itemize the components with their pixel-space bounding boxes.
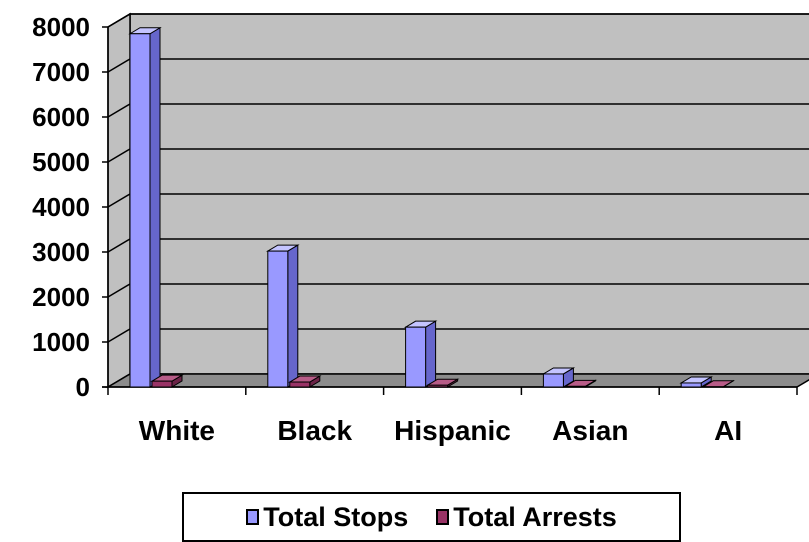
bar-total-stops-white [128, 26, 162, 388]
legend-label-total-stops: Total Stops [263, 501, 409, 532]
y-axis-tick-labels: 0 1000 2000 3000 4000 5000 6000 7000 8000 [32, 12, 90, 402]
bar-total-arrests-hispanic-front [427, 384, 449, 388]
x-tick-label: Hispanic [394, 415, 511, 446]
bar-total-arrests-black [287, 375, 322, 388]
legend-item-total-arrests: Total Arrests [436, 502, 617, 533]
bar-total-stops-hispanic-front [405, 326, 427, 388]
legend-label-total-arrests: Total Arrests [453, 501, 617, 532]
y-tick-label: 5000 [32, 147, 90, 177]
legend-swatch-total-arrests [436, 509, 450, 525]
bar-total-stops-white-front [129, 33, 151, 388]
bar-total-arrests-black-front [289, 381, 311, 388]
bar-total-stops-hispanic-side [425, 320, 437, 388]
bar-total-arrests-hispanic [425, 378, 460, 388]
y-tick-label: 8000 [32, 12, 90, 42]
bars [128, 26, 736, 388]
bar-total-stops-asian [541, 367, 576, 388]
plot-area [105, 12, 809, 389]
bar-total-arrests-white-front [151, 380, 173, 388]
x-tick-label: AI [714, 415, 742, 446]
y-tick-label: 4000 [32, 192, 90, 222]
gridline [107, 13, 809, 28]
bar-total-arrests-asian [563, 379, 598, 388]
legend-swatch-total-stops [246, 509, 260, 525]
y-tick-label: 6000 [32, 102, 90, 132]
bar-total-stops-ai-front [680, 382, 702, 388]
bar-total-stops-black [265, 244, 300, 388]
y-tick-label: 2000 [32, 282, 90, 312]
bar-total-stops-black-front [267, 250, 289, 388]
bar-total-arrests-asian-front [564, 385, 586, 388]
bar-total-stops-asian-front [542, 373, 564, 388]
bar-total-arrests-ai [701, 379, 736, 388]
x-tick-label: White [139, 415, 215, 446]
y-tick-label: 7000 [32, 57, 90, 87]
y-tick-label: 3000 [32, 237, 90, 267]
y-tick-label: 1000 [32, 327, 90, 357]
bar-total-arrests-white [150, 374, 184, 388]
y-tick-label: 0 [76, 372, 90, 402]
legend: Total Stops Total Arrests [182, 492, 681, 542]
bar-total-stops-white-side [149, 26, 161, 388]
bar-total-stops-ai [679, 376, 714, 388]
x-tick-label: Black [277, 415, 352, 446]
bar-chart: 0 1000 2000 3000 4000 5000 6000 7000 8000 White B… [32, 12, 809, 446]
bar-total-stops-black-side [287, 244, 299, 388]
x-tick-label: Asian [552, 415, 628, 446]
bar-total-stops-hispanic [403, 320, 438, 388]
legend-item-total-stops: Total Stops [246, 502, 408, 533]
x-axis-category-labels: White Black Hispanic Asian AI [139, 415, 742, 446]
